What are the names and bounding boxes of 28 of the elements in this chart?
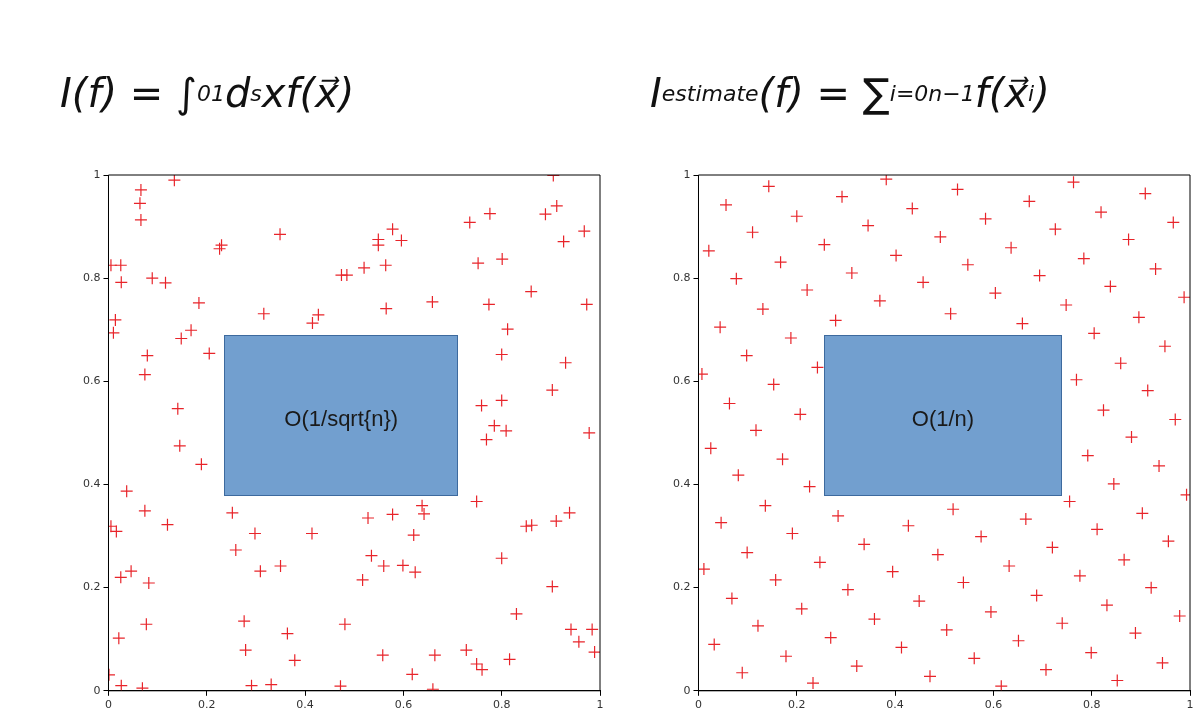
x-tick-label: 1 bbox=[596, 698, 604, 712]
y-tick-label: 0.6 bbox=[82, 374, 101, 388]
y-tick-label: 0.2 bbox=[82, 580, 101, 594]
y-tick-label: 0.6 bbox=[672, 374, 691, 388]
x-tick-label: 0.4 bbox=[296, 698, 314, 712]
y-tick-label: 1 bbox=[93, 167, 101, 181]
note-box: O(1/n) bbox=[823, 334, 1063, 496]
y-tick-label: 0.2 bbox=[672, 580, 691, 594]
x-tick-label: 0.2 bbox=[198, 698, 216, 712]
annotation: O(1/n) bbox=[911, 405, 975, 433]
y-tick-label: 0 bbox=[683, 683, 691, 697]
x-tick-label: 0.8 bbox=[1082, 698, 1101, 712]
x-tick-label: 0.2 bbox=[788, 698, 806, 712]
x-tick-label: 0.6 bbox=[984, 698, 1003, 712]
note-box: O(1/sqrt{n}) bbox=[224, 334, 458, 496]
y-tick-label: 1 bbox=[683, 167, 691, 181]
y-tick-label: 0 bbox=[93, 683, 101, 697]
x-tick-label: 0.6 bbox=[394, 698, 413, 712]
x-tick-label: 0.4 bbox=[886, 698, 904, 712]
y-tick-label: 0.8 bbox=[82, 271, 101, 285]
y-tick-label: 0.4 bbox=[82, 477, 101, 491]
x-tick-label: 0 bbox=[104, 698, 112, 712]
y-tick-label: 0.8 bbox=[672, 271, 691, 285]
x-tick-label: 0.8 bbox=[492, 698, 511, 712]
y-tick-label: 0.4 bbox=[672, 477, 691, 491]
x-tick-label: 0 bbox=[694, 698, 702, 712]
x-tick-label: 1 bbox=[1186, 698, 1194, 712]
annotation: O(1/sqrt{n}) bbox=[284, 405, 399, 433]
